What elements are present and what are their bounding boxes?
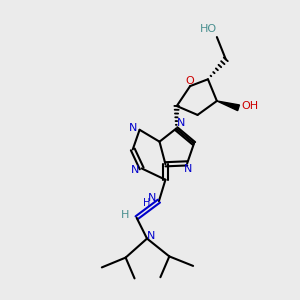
Text: N: N [147,231,156,241]
Text: H: H [121,210,130,220]
Text: N: N [129,123,137,133]
Polygon shape [217,101,239,111]
Text: OH: OH [241,101,258,111]
Text: N: N [176,118,185,128]
Text: HO: HO [200,24,217,34]
Text: N: N [184,164,192,174]
Text: N: N [148,193,157,203]
Text: H: H [143,199,151,208]
Text: N: N [131,165,139,175]
Text: O: O [186,76,194,86]
